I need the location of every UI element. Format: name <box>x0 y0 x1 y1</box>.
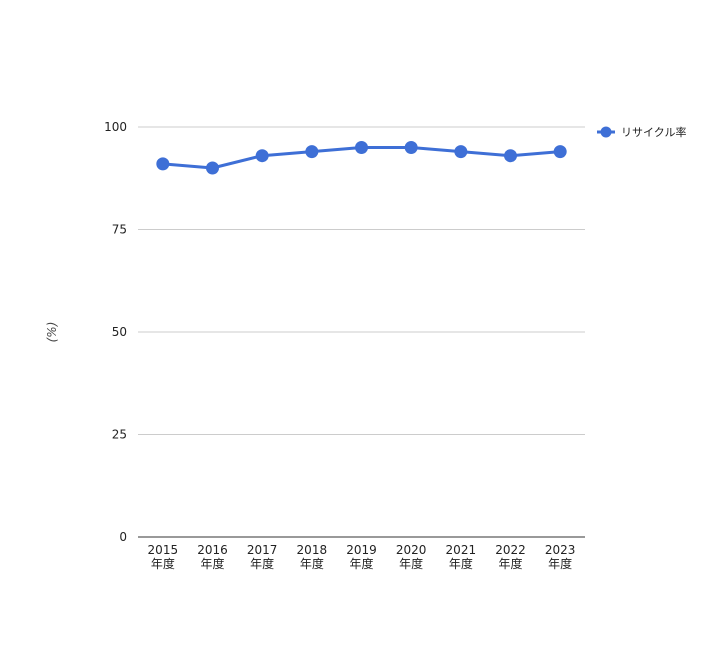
legend: リサイクル率 <box>597 125 686 139</box>
x-tick-sublabel: 年度 <box>349 556 373 571</box>
data-point[interactable] <box>454 145 468 159</box>
y-tick-label: 25 <box>112 428 127 442</box>
data-point[interactable] <box>355 141 368 154</box>
x-tick-label: 2017 <box>247 543 278 557</box>
x-tick-sublabel: 年度 <box>250 556 274 571</box>
legend-marker <box>600 126 612 138</box>
data-point[interactable] <box>305 145 319 159</box>
x-tick-label: 2015 <box>148 543 179 557</box>
data-point[interactable] <box>156 157 170 171</box>
x-tick-label: 2019 <box>346 543 377 557</box>
y-axis-ticks: 0 25 50 75 100 <box>104 120 127 544</box>
x-tick-sublabel: 年度 <box>498 556 522 571</box>
data-point[interactable] <box>504 149 517 163</box>
x-axis-ticks: 2015年度2016年度2017年度2018年度2019年度2020年度2021… <box>148 543 576 571</box>
x-tick-sublabel: 年度 <box>449 556 473 571</box>
data-point[interactable] <box>404 141 418 154</box>
x-tick-label: 2021 <box>446 543 477 557</box>
x-tick-sublabel: 年度 <box>399 556 423 571</box>
x-tick-label: 2020 <box>396 543 427 557</box>
data-point[interactable] <box>553 145 567 159</box>
x-tick-sublabel: 年度 <box>200 556 224 571</box>
data-point[interactable] <box>206 161 219 175</box>
y-tick-label: 0 <box>119 530 127 544</box>
x-tick-sublabel: 年度 <box>151 556 175 571</box>
x-tick-label: 2023 <box>545 543 576 557</box>
series-layer <box>156 141 567 175</box>
x-tick-label: 2022 <box>495 543 526 557</box>
x-tick-sublabel: 年度 <box>548 556 572 571</box>
data-point[interactable] <box>255 149 269 163</box>
x-tick-label: 2016 <box>197 543 228 557</box>
y-tick-label: 100 <box>104 120 127 134</box>
x-tick-sublabel: 年度 <box>300 556 324 571</box>
y-tick-label: 50 <box>112 325 127 339</box>
y-axis-label: (%) <box>45 322 59 343</box>
x-tick-label: 2018 <box>297 543 328 557</box>
gridlines <box>138 126 585 435</box>
y-tick-label: 75 <box>112 223 127 237</box>
legend-label: リサイクル率 <box>621 125 686 139</box>
